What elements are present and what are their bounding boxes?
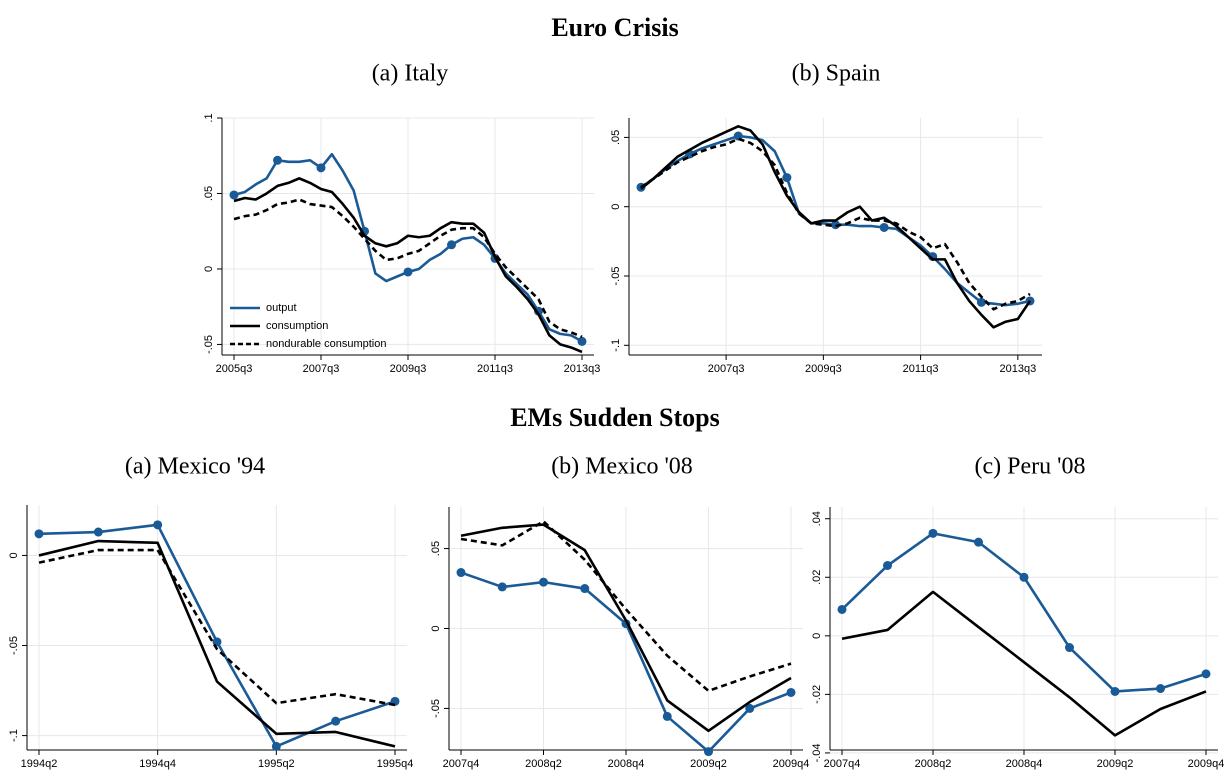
y-tick-label: -.05 bbox=[203, 335, 215, 354]
x-tick-label: 2008q4 bbox=[608, 758, 645, 770]
point-marker bbox=[1065, 643, 1074, 653]
point-marker bbox=[704, 747, 713, 757]
y-tick-label: .1 bbox=[203, 113, 215, 122]
point-marker bbox=[580, 584, 590, 594]
x-tick-label: 2009q4 bbox=[773, 758, 810, 770]
y-tick-label: 0 bbox=[8, 552, 20, 558]
x-tick-label: 2013q3 bbox=[564, 363, 601, 375]
series-line bbox=[640, 125, 1032, 329]
chart-title: (b) Spain bbox=[792, 61, 881, 87]
series-line bbox=[460, 520, 792, 693]
point-marker bbox=[93, 527, 103, 537]
point-marker bbox=[1019, 572, 1029, 582]
point-marker bbox=[974, 537, 983, 547]
y-tick-label: 0 bbox=[203, 266, 215, 272]
x-tick-label: 2008q2 bbox=[915, 758, 952, 770]
point-marker bbox=[447, 240, 456, 250]
series-line bbox=[38, 523, 396, 748]
point-marker bbox=[782, 173, 792, 183]
point-marker bbox=[662, 711, 672, 721]
x-tick-label: 2013q3 bbox=[999, 363, 1036, 375]
point-marker bbox=[879, 222, 889, 232]
y-tick-label: .05 bbox=[610, 130, 622, 145]
legend-label: output bbox=[266, 302, 297, 314]
point-marker bbox=[153, 520, 163, 530]
point-marker bbox=[456, 568, 466, 578]
y-tick-label: .05 bbox=[430, 541, 442, 556]
x-tick-label: 2008q4 bbox=[1006, 758, 1043, 770]
x-tick-label: 2009q2 bbox=[1097, 758, 1134, 770]
point-marker bbox=[497, 582, 507, 592]
y-tick-label: -.05 bbox=[430, 699, 442, 718]
point-marker bbox=[745, 703, 755, 713]
point-marker bbox=[837, 604, 847, 614]
x-tick-label: 2008q2 bbox=[525, 758, 562, 770]
legend-label: consumption bbox=[266, 320, 328, 332]
point-marker bbox=[928, 528, 938, 538]
point-marker bbox=[273, 155, 282, 165]
series-line bbox=[233, 177, 583, 354]
y-tick-label: 0 bbox=[610, 204, 622, 210]
x-tick-label: 2009q4 bbox=[1188, 758, 1225, 770]
x-tick-label: 1995q2 bbox=[258, 758, 295, 770]
y-tick-label: -.04 bbox=[811, 743, 823, 762]
series-line bbox=[233, 198, 583, 339]
chart-title: (a) Italy bbox=[372, 61, 449, 87]
x-tick-label: 2011q3 bbox=[477, 363, 513, 375]
point-marker bbox=[403, 267, 413, 277]
y-tick-label: .04 bbox=[811, 511, 823, 526]
x-tick-label: 2009q3 bbox=[390, 363, 427, 375]
chart-title: (c) Peru '08 bbox=[975, 454, 1086, 480]
point-marker bbox=[229, 190, 239, 200]
chart-title: (a) Mexico '94 bbox=[125, 454, 265, 480]
point-marker bbox=[786, 687, 796, 697]
point-marker bbox=[271, 741, 281, 751]
point-marker bbox=[831, 220, 840, 230]
legend-label: nondurable consumption bbox=[266, 338, 386, 350]
point-marker bbox=[1201, 669, 1211, 679]
x-tick-label: 2007q4 bbox=[824, 758, 861, 770]
y-tick-label: -.1 bbox=[8, 729, 20, 742]
series-line bbox=[460, 523, 792, 733]
x-tick-label: 1995q4 bbox=[377, 758, 414, 770]
chart-title: (b) Mexico '08 bbox=[551, 454, 693, 480]
x-tick-label: 2011q3 bbox=[903, 363, 939, 375]
point-marker bbox=[883, 561, 892, 571]
x-tick-label: 1994q4 bbox=[139, 758, 176, 770]
x-tick-label: 2007q4 bbox=[443, 758, 480, 770]
y-tick-label: -.02 bbox=[811, 685, 823, 704]
x-tick-label: 2005q3 bbox=[216, 363, 253, 375]
x-tick-label: 2007q3 bbox=[708, 363, 745, 375]
point-marker bbox=[539, 577, 548, 587]
point-marker bbox=[976, 297, 986, 307]
series-line bbox=[640, 137, 1031, 311]
y-tick-label: .05 bbox=[203, 186, 215, 201]
section-heading: EMs Sudden Stops bbox=[510, 403, 720, 432]
x-tick-label: 2007q3 bbox=[303, 363, 340, 375]
y-tick-label: -.05 bbox=[8, 636, 20, 655]
x-tick-label: 2009q2 bbox=[690, 758, 727, 770]
point-marker bbox=[316, 163, 326, 173]
y-tick-label: -.1 bbox=[610, 339, 622, 352]
series-line bbox=[841, 590, 1207, 737]
x-tick-label: 1994q2 bbox=[21, 758, 58, 770]
y-tick-label: .02 bbox=[811, 570, 823, 585]
section-heading: Euro Crisis bbox=[551, 13, 678, 42]
point-marker bbox=[1110, 686, 1120, 696]
y-tick-label: 0 bbox=[811, 633, 823, 639]
series-line bbox=[38, 539, 396, 748]
x-tick-label: 2009q3 bbox=[805, 363, 842, 375]
point-marker bbox=[34, 529, 44, 539]
y-tick-label: -.05 bbox=[610, 267, 622, 286]
series-line bbox=[38, 548, 396, 707]
point-marker bbox=[577, 336, 587, 346]
point-marker bbox=[1156, 684, 1165, 694]
y-tick-label: 0 bbox=[430, 625, 442, 631]
point-marker bbox=[331, 716, 341, 726]
